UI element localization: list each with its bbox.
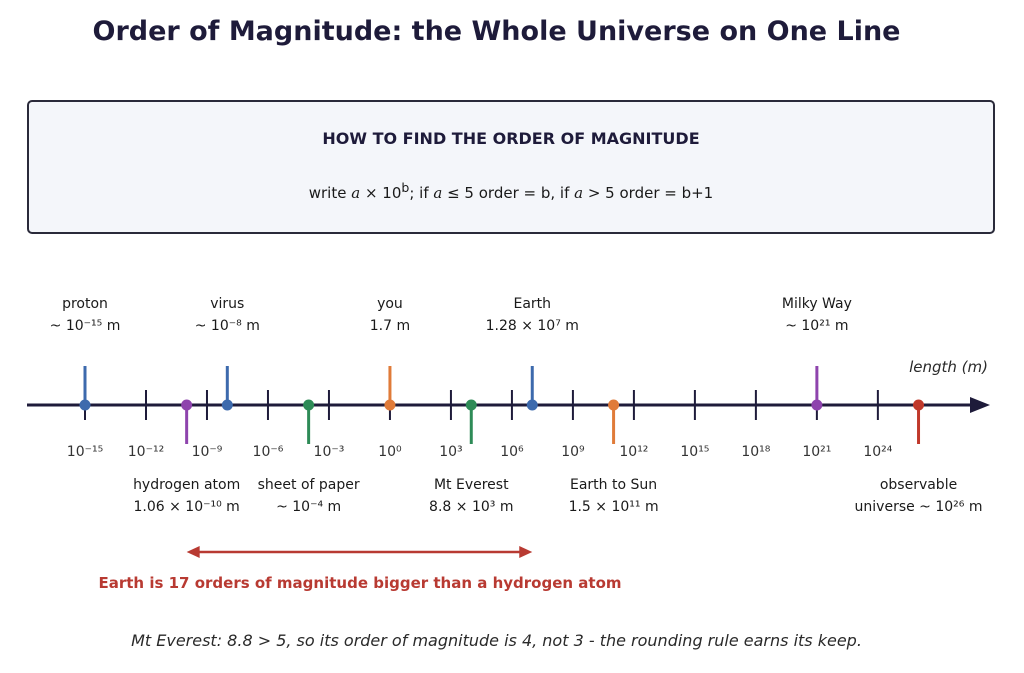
tick-label: 10⁻¹² — [128, 444, 164, 460]
marker-dot — [384, 399, 396, 411]
tick-label: 10⁻³ — [314, 444, 345, 460]
axis-label: length (m) — [909, 358, 988, 376]
object-size: ~ 10⁻¹⁵ m — [50, 318, 121, 334]
marker-dot — [913, 399, 925, 411]
rule-heading: HOW TO FIND THE ORDER OF MAGNITUDE — [322, 129, 700, 148]
footnote: Mt Everest: 8.8 > 5, so its order of mag… — [131, 631, 862, 650]
tick-label: 10²¹ — [802, 444, 831, 460]
tick-label: 10⁶ — [500, 444, 524, 460]
object-name: Earth — [513, 296, 551, 312]
tick-label: 10⁻⁹ — [192, 444, 223, 460]
object-size: 1.06 × 10⁻¹⁰ m — [133, 499, 239, 515]
object-size: 1.7 m — [370, 318, 410, 334]
marker-dot — [221, 399, 233, 411]
comparison-arrowhead-left — [186, 546, 200, 558]
page-title: Order of Magnitude: the Whole Universe o… — [92, 16, 901, 47]
tick-label: 10⁹ — [561, 444, 585, 460]
object-size: 1.5 × 10¹¹ m — [569, 499, 659, 515]
marker-dot — [181, 399, 193, 411]
marker-dot — [608, 399, 620, 411]
tick-label: 10⁻¹⁵ — [67, 444, 103, 460]
comparison-arrowhead-right — [519, 546, 533, 558]
object-name: virus — [210, 296, 244, 312]
object-name: proton — [62, 296, 108, 312]
object-size: ~ 10⁻⁴ m — [276, 499, 341, 515]
object-size: ~ 10²¹ m — [785, 318, 848, 334]
object-name: hydrogen atom — [133, 477, 240, 493]
tick-label: 10¹⁵ — [680, 444, 709, 460]
tick-label: 10¹⁸ — [741, 444, 770, 460]
object-name: observable — [880, 477, 957, 493]
comparison-label: Earth is 17 orders of magnitude bigger t… — [98, 574, 621, 592]
rule-box: HOW TO FIND THE ORDER OF MAGNITUDE write… — [27, 100, 995, 234]
tick-label: 10³ — [439, 444, 462, 460]
tick-label: 10¹² — [619, 444, 648, 460]
object-size: 1.28 × 10⁷ m — [486, 318, 579, 334]
marker-dot — [465, 399, 477, 411]
marker-dot — [526, 399, 538, 411]
object-size: 8.8 × 10³ m — [429, 499, 513, 515]
object-name: sheet of paper — [258, 477, 360, 493]
tick-label: 10⁰ — [378, 444, 402, 460]
marker-dot — [811, 399, 823, 411]
object-name: Milky Way — [782, 296, 852, 312]
object-name: you — [377, 296, 403, 312]
tick-label: 10²⁴ — [863, 444, 892, 460]
marker-dot — [79, 399, 91, 411]
axis-arrowhead — [970, 397, 990, 413]
marker-dot — [303, 399, 315, 411]
object-name: Mt Everest — [434, 477, 509, 493]
object-size: ~ 10⁻⁸ m — [195, 318, 260, 334]
tick-label: 10⁻⁶ — [253, 444, 284, 460]
object-size: universe ~ 10²⁶ m — [855, 499, 983, 515]
rule-formula: write a × 10b; if a ≤ 5 order = b, if a … — [308, 180, 714, 202]
object-name: Earth to Sun — [570, 477, 657, 493]
